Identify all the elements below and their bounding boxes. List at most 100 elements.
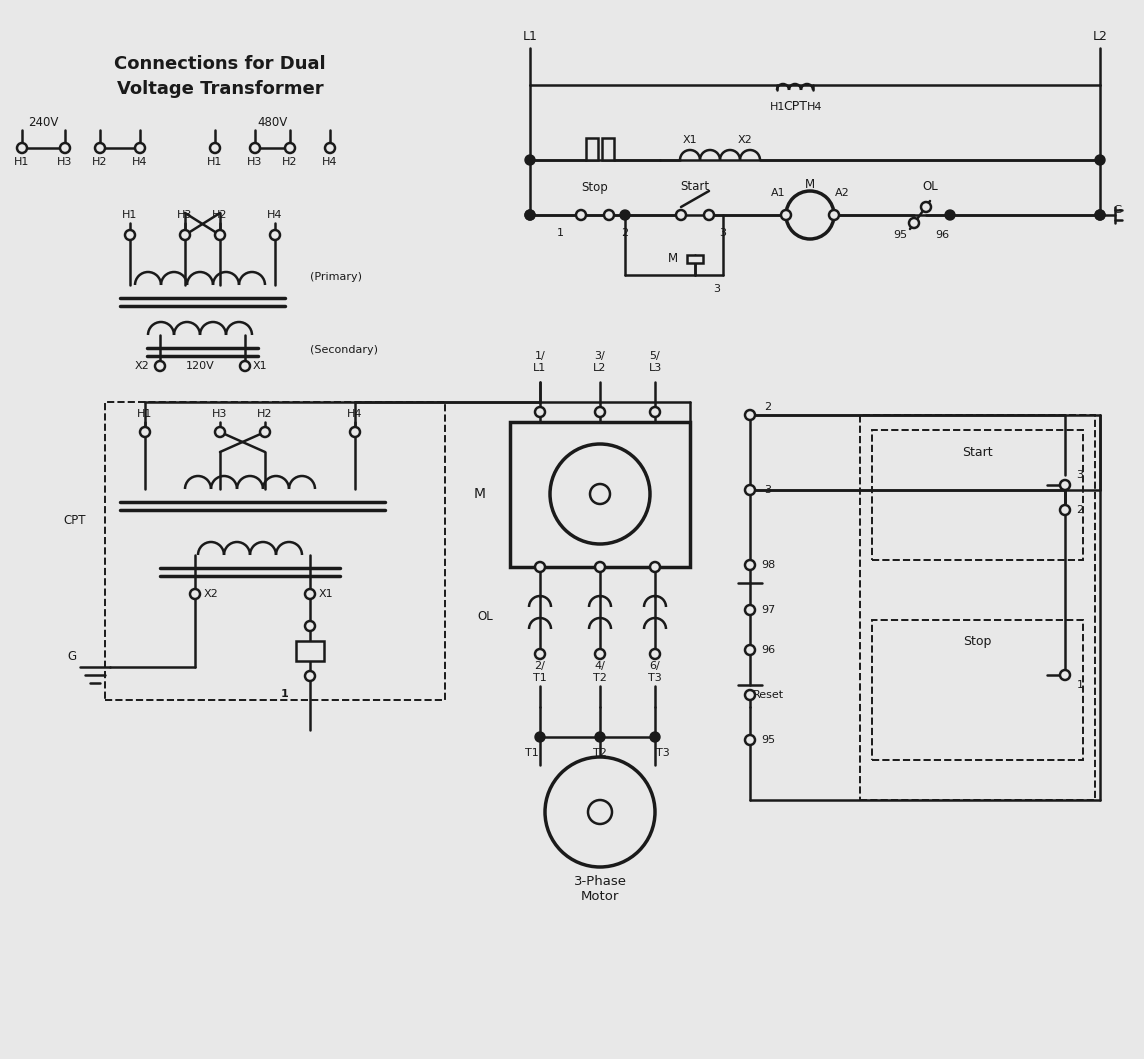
- Text: L1: L1: [523, 30, 538, 42]
- Text: A2: A2: [618, 432, 633, 442]
- Circle shape: [620, 210, 630, 220]
- Text: 97: 97: [761, 605, 776, 615]
- Text: T1: T1: [525, 748, 539, 758]
- Circle shape: [545, 757, 656, 867]
- Text: H2: H2: [213, 210, 228, 220]
- Circle shape: [595, 732, 605, 742]
- Circle shape: [595, 562, 605, 572]
- Circle shape: [550, 444, 650, 544]
- Circle shape: [285, 143, 295, 152]
- Text: 1/
L1: 1/ L1: [533, 352, 547, 373]
- Circle shape: [921, 202, 931, 212]
- Text: 2/
T1: 2/ T1: [533, 661, 547, 683]
- Circle shape: [1095, 210, 1105, 220]
- Text: Start: Start: [681, 180, 709, 194]
- Bar: [872, 620, 1083, 760]
- Circle shape: [745, 560, 755, 570]
- Circle shape: [745, 690, 755, 700]
- Text: 98: 98: [761, 560, 776, 570]
- Bar: [510, 421, 690, 567]
- Circle shape: [704, 210, 714, 220]
- Bar: [688, 255, 704, 263]
- Text: 96: 96: [935, 230, 950, 240]
- Text: H2: H2: [93, 157, 108, 167]
- Circle shape: [215, 427, 225, 437]
- Circle shape: [535, 407, 545, 417]
- Text: H4: H4: [348, 409, 363, 419]
- Circle shape: [595, 407, 605, 417]
- Text: (Secondary): (Secondary): [310, 345, 378, 355]
- Circle shape: [1060, 670, 1070, 680]
- Text: X1: X1: [683, 134, 698, 145]
- Circle shape: [251, 143, 260, 152]
- Text: 5/
L3: 5/ L3: [649, 352, 661, 373]
- Text: 1: 1: [281, 689, 289, 699]
- Circle shape: [1095, 155, 1105, 165]
- Circle shape: [781, 210, 791, 220]
- Text: 3: 3: [714, 284, 721, 294]
- Text: 120V: 120V: [185, 361, 214, 371]
- Text: L2: L2: [1093, 30, 1107, 42]
- Circle shape: [604, 210, 614, 220]
- Circle shape: [676, 210, 686, 220]
- Circle shape: [595, 649, 605, 659]
- Text: 2: 2: [764, 402, 771, 412]
- Bar: [296, 641, 324, 661]
- Circle shape: [260, 427, 270, 437]
- Circle shape: [650, 732, 660, 742]
- Text: H4: H4: [323, 157, 337, 167]
- Text: 6/
T3: 6/ T3: [649, 661, 662, 683]
- Text: A2: A2: [835, 189, 849, 198]
- Text: 2: 2: [1077, 505, 1083, 515]
- Circle shape: [59, 143, 70, 152]
- Circle shape: [1060, 480, 1070, 490]
- Text: Connections for Dual
Voltage Transformer: Connections for Dual Voltage Transformer: [114, 55, 326, 98]
- Text: X2: X2: [738, 134, 753, 145]
- Text: OL: OL: [922, 180, 938, 194]
- Text: 95: 95: [893, 230, 907, 240]
- Circle shape: [215, 230, 225, 240]
- Circle shape: [650, 649, 660, 659]
- Circle shape: [17, 143, 27, 152]
- Circle shape: [535, 649, 545, 659]
- Text: CPT: CPT: [64, 515, 86, 527]
- Text: CPT: CPT: [782, 101, 807, 113]
- Text: A1: A1: [567, 432, 582, 442]
- Circle shape: [650, 407, 660, 417]
- Circle shape: [305, 589, 315, 599]
- Circle shape: [745, 735, 755, 744]
- Circle shape: [909, 218, 919, 228]
- Text: 95: 95: [761, 735, 776, 744]
- Circle shape: [154, 361, 165, 371]
- Circle shape: [350, 427, 360, 437]
- Circle shape: [525, 155, 535, 165]
- Circle shape: [745, 605, 755, 615]
- Text: M: M: [668, 252, 678, 266]
- Circle shape: [125, 230, 135, 240]
- Text: Stop: Stop: [963, 635, 991, 648]
- Text: Reset: Reset: [753, 690, 784, 700]
- Circle shape: [575, 210, 586, 220]
- Text: H3: H3: [213, 409, 228, 419]
- Text: H2: H2: [283, 157, 297, 167]
- Circle shape: [270, 230, 280, 240]
- Text: H1: H1: [15, 157, 30, 167]
- Text: Stop: Stop: [581, 180, 609, 194]
- Circle shape: [650, 562, 660, 572]
- Text: M: M: [474, 487, 486, 501]
- Circle shape: [305, 671, 315, 681]
- Bar: [105, 402, 445, 700]
- Text: X1: X1: [319, 589, 333, 599]
- Text: H4: H4: [807, 102, 823, 112]
- Text: 1: 1: [1077, 680, 1083, 690]
- Circle shape: [829, 210, 839, 220]
- Text: H4: H4: [133, 157, 148, 167]
- Text: 1: 1: [556, 228, 564, 238]
- Bar: [586, 138, 598, 160]
- Circle shape: [525, 210, 535, 220]
- Text: M: M: [805, 179, 815, 192]
- Text: OL: OL: [477, 610, 493, 624]
- Text: G: G: [67, 650, 77, 664]
- Circle shape: [1060, 505, 1070, 515]
- Circle shape: [535, 562, 545, 572]
